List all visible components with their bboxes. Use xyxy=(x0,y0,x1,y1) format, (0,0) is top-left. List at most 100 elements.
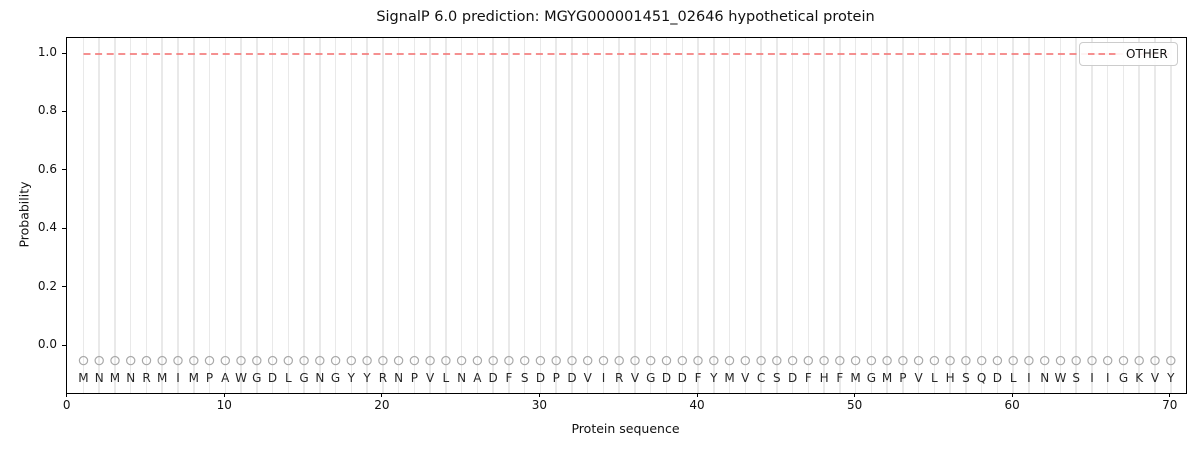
residue-marker xyxy=(456,355,467,366)
sequence-letter: W xyxy=(235,370,247,385)
x-tick-mark xyxy=(1011,393,1013,397)
residue-marker xyxy=(835,355,845,366)
sequence-letter: V xyxy=(914,370,923,385)
sequence-letter: P xyxy=(410,370,418,385)
residue-marker xyxy=(1024,355,1034,366)
sequence-letter: G xyxy=(646,370,656,385)
residue-marker xyxy=(189,355,199,366)
gridline xyxy=(602,38,605,393)
sequence-letter: I xyxy=(601,370,606,385)
gridline xyxy=(933,38,936,393)
residue-marker xyxy=(898,355,908,366)
x-tick-mark xyxy=(1169,393,1171,397)
gridline xyxy=(1043,38,1046,393)
residue-marker xyxy=(567,355,577,366)
residue-marker xyxy=(1055,355,1066,366)
residue-marker xyxy=(472,355,483,366)
gridline xyxy=(555,38,557,393)
residue-marker xyxy=(504,355,514,366)
sequence-letter: L xyxy=(442,370,450,385)
gridline xyxy=(665,38,668,393)
gridline xyxy=(98,38,100,393)
gridline xyxy=(129,38,132,393)
residue-marker xyxy=(393,355,404,366)
sequence-letter: L xyxy=(931,370,938,385)
gridline xyxy=(445,38,447,393)
sequence-letter: N xyxy=(457,370,467,385)
x-axis-label: Protein sequence xyxy=(571,421,680,436)
sequence-letter: I xyxy=(176,370,180,385)
residue-marker xyxy=(252,355,262,366)
gridline xyxy=(996,38,999,393)
sequence-letter: L xyxy=(1009,370,1017,385)
sequence-letter: V xyxy=(630,370,640,385)
gridline xyxy=(1170,38,1172,393)
gridline xyxy=(1059,38,1062,393)
sequence-letter: M xyxy=(78,370,89,385)
gridline xyxy=(492,38,494,393)
sequence-letter: V xyxy=(426,370,435,385)
residue-marker xyxy=(236,355,246,366)
y-tick-mark xyxy=(62,227,66,229)
gridline xyxy=(949,38,951,393)
x-tick-label: 20 xyxy=(374,398,390,412)
sequence-letter: P xyxy=(205,370,214,385)
gridline xyxy=(1028,38,1030,393)
residue-marker xyxy=(378,355,388,366)
x-tick-label: 50 xyxy=(846,398,863,412)
residue-marker xyxy=(977,355,987,366)
residue-marker xyxy=(1008,355,1018,366)
gridline xyxy=(1012,38,1014,393)
sequence-letter: Q xyxy=(976,370,987,385)
residue-marker xyxy=(520,355,530,366)
gridline xyxy=(1122,38,1125,393)
gridline xyxy=(208,38,211,393)
sequence-letter: A xyxy=(221,370,230,385)
gridline xyxy=(303,38,305,393)
residue-marker xyxy=(126,355,136,366)
residue-marker xyxy=(803,355,814,366)
sequence-letter: R xyxy=(378,370,388,385)
gridline xyxy=(980,38,983,393)
sequence-letter: D xyxy=(535,370,546,385)
residue-marker xyxy=(157,355,167,366)
residue-marker xyxy=(693,355,703,366)
residue-marker xyxy=(220,355,230,366)
residue-marker xyxy=(346,355,356,366)
sequence-letter: D xyxy=(787,370,798,385)
sequence-letter: Y xyxy=(710,370,718,385)
gridline xyxy=(571,38,573,393)
sequence-letter: M xyxy=(188,370,199,385)
residue-marker xyxy=(315,355,325,366)
legend-dashed-line-sample xyxy=(1088,53,1118,55)
sequence-letter: N xyxy=(1040,370,1050,385)
gridline xyxy=(618,38,620,393)
residue-marker xyxy=(1102,355,1113,366)
y-tick-label: 0.0 xyxy=(37,337,57,351)
x-tick-label: 70 xyxy=(1162,398,1178,412)
sequence-letter: D xyxy=(488,370,498,385)
x-tick-mark xyxy=(381,393,383,397)
gridline xyxy=(161,38,163,393)
sequence-letter: L xyxy=(284,370,292,385)
gridline xyxy=(1075,38,1077,393)
gridline xyxy=(193,38,195,393)
residue-marker xyxy=(787,355,798,366)
residue-marker xyxy=(756,355,766,366)
gridline xyxy=(1091,38,1093,393)
sequence-letter: P xyxy=(899,370,907,385)
x-tick-mark xyxy=(223,393,225,397)
x-tick-mark xyxy=(696,393,698,397)
gridline xyxy=(334,38,337,393)
residue-marker xyxy=(425,355,435,366)
sequence-letter: A xyxy=(473,370,482,385)
sequence-letter: M xyxy=(157,370,168,385)
sequence-letter: D xyxy=(677,370,687,385)
plot-title: SignalP 6.0 prediction: MGYG000001451_02… xyxy=(376,9,875,25)
sequence-letter: I xyxy=(1027,370,1031,385)
sequence-letter: H xyxy=(819,370,829,385)
sequence-letter: S xyxy=(962,370,970,385)
sequence-letter: S xyxy=(772,370,781,385)
sequence-letter: N xyxy=(126,370,136,385)
gridline xyxy=(1106,38,1109,393)
